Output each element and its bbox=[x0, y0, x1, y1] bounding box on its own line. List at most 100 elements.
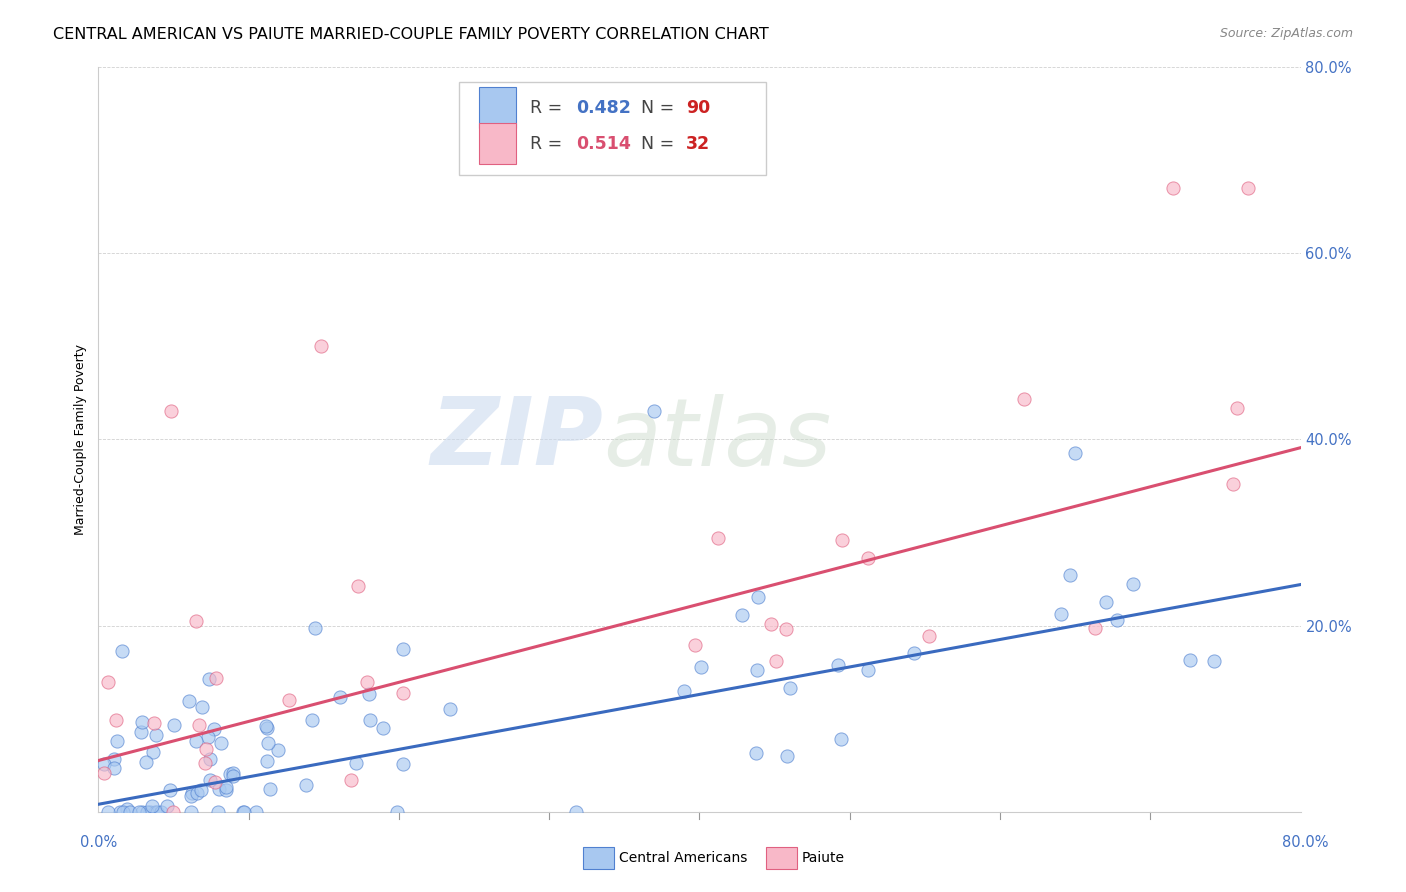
Point bbox=[304, 621, 326, 635]
Text: Central Americans: Central Americans bbox=[619, 851, 747, 865]
Point bbox=[129, 725, 152, 739]
Point bbox=[180, 805, 202, 819]
Point bbox=[830, 731, 852, 746]
Point bbox=[329, 690, 352, 705]
Point bbox=[97, 675, 120, 690]
Point bbox=[744, 746, 766, 760]
Point bbox=[135, 805, 157, 819]
Text: Paiute: Paiute bbox=[801, 851, 845, 865]
Text: 0.482: 0.482 bbox=[575, 99, 630, 117]
Point bbox=[245, 805, 267, 819]
Point bbox=[204, 672, 226, 686]
Point bbox=[188, 717, 211, 731]
Point bbox=[1178, 653, 1201, 667]
Point bbox=[776, 749, 799, 764]
Point bbox=[194, 756, 217, 770]
Point bbox=[917, 629, 939, 643]
Point bbox=[159, 783, 181, 797]
Point bbox=[141, 799, 163, 814]
Point bbox=[222, 766, 245, 780]
Point bbox=[1222, 477, 1244, 491]
Point bbox=[344, 756, 367, 770]
Point bbox=[139, 805, 162, 819]
Point bbox=[186, 786, 208, 800]
Point bbox=[97, 805, 120, 819]
Point bbox=[204, 775, 226, 789]
Point bbox=[392, 756, 415, 771]
Point bbox=[103, 761, 125, 775]
Text: 90: 90 bbox=[686, 99, 710, 117]
Point bbox=[1107, 613, 1129, 627]
Point bbox=[209, 736, 232, 750]
Text: atlas: atlas bbox=[603, 393, 831, 485]
Point bbox=[277, 692, 299, 706]
Point bbox=[387, 805, 409, 819]
Point bbox=[142, 746, 165, 760]
Text: N =: N = bbox=[641, 99, 679, 117]
Point bbox=[142, 716, 165, 731]
Point bbox=[346, 579, 368, 593]
Point bbox=[190, 783, 212, 797]
Point bbox=[356, 674, 378, 689]
Point bbox=[191, 699, 214, 714]
Point bbox=[135, 756, 157, 770]
Point bbox=[145, 728, 167, 742]
Point bbox=[775, 622, 797, 636]
Point bbox=[115, 802, 138, 816]
Point bbox=[1064, 446, 1087, 460]
Point bbox=[219, 766, 242, 780]
Point bbox=[858, 663, 880, 677]
Point bbox=[690, 660, 713, 674]
Point bbox=[198, 772, 221, 787]
Point bbox=[747, 590, 769, 604]
Point bbox=[131, 805, 153, 819]
Point bbox=[108, 805, 131, 819]
Text: R =: R = bbox=[530, 99, 568, 117]
Point bbox=[222, 770, 245, 784]
Point bbox=[1059, 567, 1081, 582]
Point bbox=[180, 789, 202, 803]
FancyBboxPatch shape bbox=[458, 82, 766, 175]
Point bbox=[683, 638, 706, 652]
Point bbox=[131, 715, 153, 730]
Point bbox=[184, 734, 207, 748]
Point bbox=[93, 756, 115, 771]
Y-axis label: Married-Couple Family Poverty: Married-Couple Family Poverty bbox=[75, 343, 87, 535]
Bar bbox=[479, 123, 516, 164]
Point bbox=[565, 805, 588, 819]
Point bbox=[163, 718, 186, 732]
Point bbox=[759, 617, 782, 632]
Point bbox=[1083, 621, 1105, 635]
Point bbox=[827, 658, 849, 673]
Point bbox=[371, 721, 394, 735]
Point bbox=[391, 642, 413, 657]
Point bbox=[903, 646, 925, 660]
Point bbox=[339, 773, 361, 788]
Point bbox=[184, 614, 207, 628]
Point bbox=[856, 550, 879, 565]
Point bbox=[256, 754, 278, 768]
Point bbox=[301, 713, 323, 727]
Point bbox=[309, 339, 332, 353]
Point bbox=[1161, 181, 1184, 195]
Point bbox=[177, 694, 200, 708]
Point bbox=[103, 752, 125, 766]
Point bbox=[93, 766, 115, 780]
Point bbox=[439, 702, 461, 716]
Text: ZIP: ZIP bbox=[430, 393, 603, 485]
Point bbox=[259, 781, 281, 796]
Point bbox=[779, 681, 801, 696]
Point bbox=[765, 654, 787, 668]
Text: 0.514: 0.514 bbox=[575, 135, 630, 153]
Point bbox=[359, 688, 381, 702]
Bar bbox=[479, 87, 516, 128]
Point bbox=[257, 736, 280, 750]
Point bbox=[194, 742, 217, 756]
Text: CENTRAL AMERICAN VS PAIUTE MARRIED-COUPLE FAMILY POVERTY CORRELATION CHART: CENTRAL AMERICAN VS PAIUTE MARRIED-COUPL… bbox=[53, 27, 769, 42]
Text: N =: N = bbox=[641, 135, 679, 153]
Point bbox=[643, 404, 665, 418]
Point bbox=[707, 531, 730, 545]
Text: R =: R = bbox=[530, 135, 568, 153]
Point bbox=[745, 663, 768, 677]
Point bbox=[215, 782, 238, 797]
